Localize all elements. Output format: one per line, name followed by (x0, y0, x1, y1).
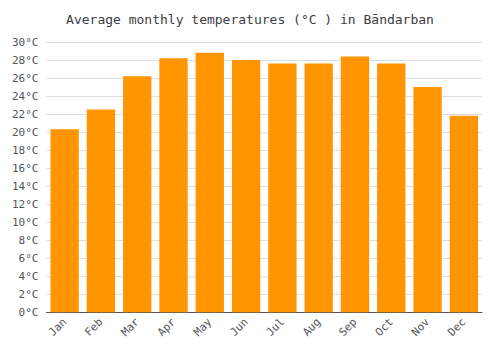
svg-text:14°C: 14°C (12, 180, 39, 193)
svg-text:Jul: Jul (264, 316, 287, 339)
svg-text:May: May (191, 315, 214, 338)
svg-text:Jun: Jun (227, 316, 250, 339)
svg-text:Sep: Sep (336, 316, 359, 339)
svg-text:Apr: Apr (155, 315, 178, 338)
svg-text:8°C: 8°C (19, 234, 39, 247)
svg-text:16°C: 16°C (12, 162, 39, 175)
svg-text:Average monthly temperatures (: Average monthly temperatures (°C ) in Bā… (66, 12, 434, 27)
svg-text:12°C: 12°C (12, 198, 39, 211)
svg-text:Nov: Nov (409, 315, 432, 338)
svg-text:18°C: 18°C (12, 144, 39, 157)
svg-text:20°C: 20°C (12, 126, 39, 139)
svg-text:28°C: 28°C (12, 54, 39, 67)
svg-text:2°C: 2°C (19, 288, 39, 301)
svg-text:24°C: 24°C (12, 90, 39, 103)
svg-text:4°C: 4°C (19, 270, 39, 283)
svg-text:Oct: Oct (373, 316, 396, 339)
svg-text:6°C: 6°C (19, 252, 39, 265)
svg-text:22°C: 22°C (12, 108, 39, 121)
svg-text:30°C: 30°C (12, 36, 39, 49)
svg-text:Jan: Jan (46, 316, 69, 339)
svg-text:Feb: Feb (82, 316, 105, 339)
svg-text:Dec: Dec (445, 316, 468, 339)
svg-text:26°C: 26°C (12, 72, 39, 85)
svg-text:0°C: 0°C (19, 306, 39, 319)
svg-text:10°C: 10°C (12, 216, 39, 229)
svg-text:Aug: Aug (300, 316, 323, 339)
svg-text:Mar: Mar (119, 315, 142, 338)
